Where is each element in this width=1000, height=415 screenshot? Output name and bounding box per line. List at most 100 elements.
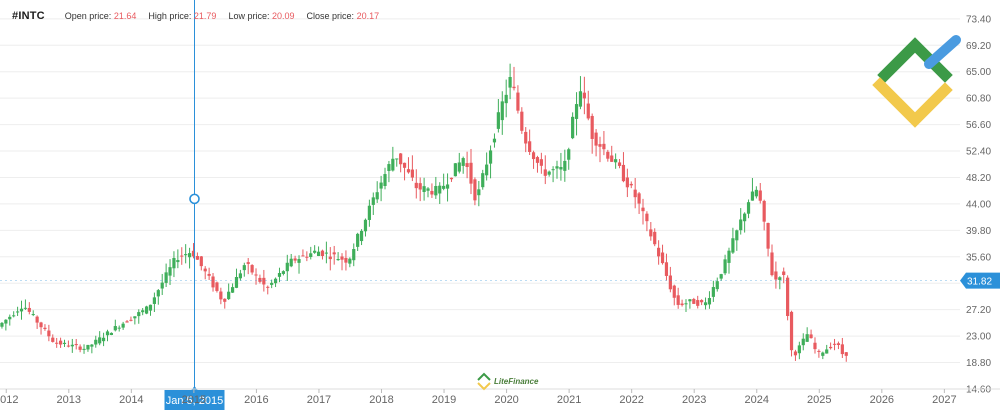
candle: [285, 254, 289, 281]
candle: [395, 158, 399, 167]
candle: [664, 253, 669, 281]
candle: [645, 211, 649, 232]
candle-body: [528, 141, 532, 152]
candle: [520, 107, 524, 134]
y-tick-label: 44.00: [966, 199, 991, 210]
candle-body: [94, 339, 98, 345]
candle-body: [829, 346, 833, 349]
candle-body: [817, 350, 821, 352]
candle: [379, 175, 383, 202]
candle-body: [696, 300, 700, 306]
close-price: Close price: 20.17: [307, 11, 380, 21]
candle-body: [727, 250, 731, 263]
candle-body: [551, 169, 555, 171]
candle: [266, 285, 270, 295]
candle-body: [406, 169, 411, 173]
candle: [313, 245, 317, 254]
candle: [66, 340, 71, 348]
candle-body: [258, 277, 262, 282]
candle: [707, 291, 712, 309]
candle-body: [227, 291, 231, 300]
candle-body: [504, 94, 508, 104]
candle: [74, 338, 78, 350]
candle-body: [774, 271, 778, 280]
candle-body: [582, 92, 586, 99]
candle: [101, 332, 106, 347]
candle: [305, 251, 309, 262]
candle-body: [805, 334, 809, 342]
candle-body: [567, 149, 571, 160]
candle: [8, 314, 12, 326]
candle: [164, 263, 168, 288]
candle: [539, 152, 543, 174]
candle-body: [324, 252, 328, 254]
candle: [227, 283, 231, 301]
candle-body: [375, 192, 379, 200]
candle-body: [555, 166, 559, 169]
candle: [715, 277, 719, 292]
candle: [641, 198, 645, 225]
candle-body: [559, 166, 563, 170]
candle-body: [762, 200, 766, 222]
candle: [449, 177, 454, 182]
last-price-badge: [960, 272, 1000, 289]
candle-body: [82, 348, 86, 350]
candle-body: [668, 275, 672, 290]
candle-body: [844, 352, 848, 356]
candle-body: [520, 111, 524, 131]
candle: [610, 145, 614, 162]
candle: [0, 322, 4, 329]
candle-body: [758, 190, 762, 201]
x-tick-label: 2014: [119, 394, 143, 406]
candle-body: [422, 186, 426, 192]
candle: [160, 273, 164, 295]
candle: [422, 177, 426, 201]
candle-body: [98, 337, 102, 344]
candlestick-series: [0, 63, 848, 362]
candle-body: [242, 265, 246, 271]
candle: [692, 297, 696, 305]
watermark-icon-lower: [477, 382, 491, 391]
candle-body: [187, 253, 192, 258]
candle: [625, 168, 629, 198]
candle-body: [508, 76, 512, 88]
candle: [211, 273, 215, 292]
candle: [309, 246, 313, 260]
candle: [469, 148, 473, 195]
candle: [133, 316, 137, 325]
candle-body: [31, 314, 35, 316]
candle: [289, 253, 293, 268]
high-price: High price: 21.79: [148, 11, 216, 21]
candle-body: [512, 86, 516, 89]
candle: [387, 160, 391, 183]
candle-body: [199, 256, 203, 267]
candle: [535, 155, 540, 173]
candle-body: [148, 304, 153, 311]
candle: [813, 337, 817, 354]
candle: [410, 155, 414, 182]
candle-body: [195, 256, 199, 260]
candle-body: [238, 273, 242, 279]
candle: [27, 302, 31, 315]
candle-body: [152, 297, 156, 304]
candle: [51, 334, 55, 343]
candle-body: [137, 312, 141, 317]
candle: [238, 269, 242, 281]
candle: [711, 280, 715, 302]
candle: [141, 308, 145, 316]
candle-body: [250, 265, 254, 273]
candle: [735, 229, 739, 251]
candle-body: [723, 259, 727, 274]
candle-body: [105, 331, 110, 336]
candle: [844, 351, 848, 362]
candle: [371, 192, 375, 215]
candle-body: [778, 277, 782, 280]
candle: [137, 309, 141, 324]
candle-body: [47, 330, 51, 337]
candle: [649, 221, 653, 241]
candle: [574, 92, 579, 136]
y-tick-label: 60.80: [966, 94, 991, 105]
candle-body: [328, 256, 332, 260]
